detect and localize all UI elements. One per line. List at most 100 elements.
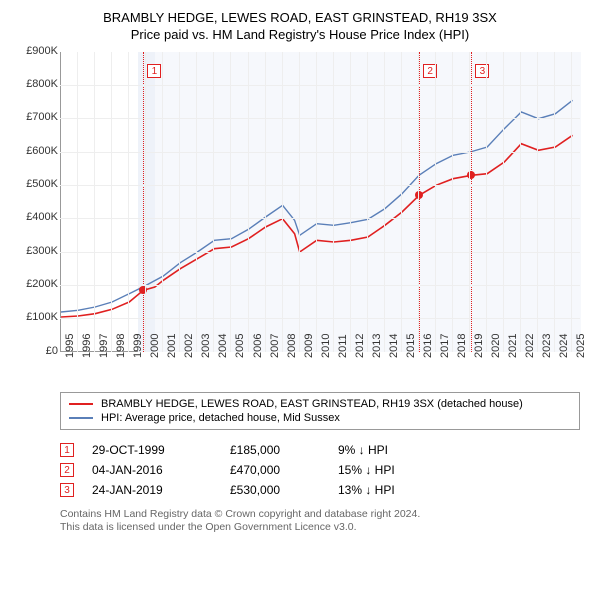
x-axis-label: 2014 [388,333,400,357]
sale-marker-box: 1 [60,443,74,457]
y-axis-label: £400K [26,211,58,223]
marker-vline [143,52,144,352]
x-gridline [316,52,317,352]
x-axis-label: 2010 [320,333,332,357]
x-gridline [162,52,163,352]
y-axis-label: £300K [26,245,58,257]
x-axis-label: 2013 [371,333,383,357]
marker-box: 1 [147,64,161,78]
sale-price: £530,000 [230,483,320,497]
x-gridline [571,52,572,352]
plot-region: 123 [60,52,580,352]
footnote-line-2: This data is licensed under the Open Gov… [60,521,580,535]
chart-title: BRAMBLY HEDGE, LEWES ROAD, EAST GRINSTEA… [12,10,588,44]
sale-row: 129-OCT-1999£185,0009% ↓ HPI [60,440,580,460]
legend-swatch [69,403,93,405]
x-gridline [111,52,112,352]
y-axis-label: £900K [26,45,58,57]
x-axis-label: 2000 [149,333,161,357]
x-gridline [384,52,385,352]
sale-diff: 9% ↓ HPI [338,443,448,457]
y-gridline [60,318,580,319]
x-axis-label: 2002 [183,333,195,357]
x-gridline [333,52,334,352]
x-axis-label: 2012 [354,333,366,357]
sale-dot [415,191,423,199]
x-axis-label: 2022 [524,333,536,357]
sale-diff: 15% ↓ HPI [338,463,448,477]
x-gridline [128,52,129,352]
x-gridline [213,52,214,352]
x-axis-label: 2021 [507,333,519,357]
x-axis-label: 2005 [234,333,246,357]
legend-item: HPI: Average price, detached house, Mid … [69,411,571,425]
x-gridline [196,52,197,352]
x-axis-label: 2008 [286,333,298,357]
y-axis-label: £600K [26,145,58,157]
x-gridline [77,52,78,352]
x-axis-label: 2001 [166,333,178,357]
x-axis-label: 2007 [269,333,281,357]
x-gridline [469,52,470,352]
y-gridline [60,218,580,219]
x-axis-label: 2023 [541,333,553,357]
x-gridline [179,52,180,352]
marker-vline [419,52,420,352]
x-axis-label: 1999 [132,333,144,357]
marker-box: 3 [475,64,489,78]
x-gridline [248,52,249,352]
y-axis-label: £200K [26,278,58,290]
y-axis-label: £800K [26,78,58,90]
y-gridline [60,252,580,253]
sale-date: 29-OCT-1999 [92,443,212,457]
x-gridline [554,52,555,352]
x-axis-label: 2009 [303,333,315,357]
sales-table: 129-OCT-1999£185,0009% ↓ HPI204-JAN-2016… [60,440,580,500]
x-axis-label: 2024 [558,333,570,357]
x-axis-label: 2006 [252,333,264,357]
marker-vline [471,52,472,352]
sale-row: 324-JAN-2019£530,00013% ↓ HPI [60,480,580,500]
x-axis-label: 2017 [439,333,451,357]
chart-area: 123 £0 £100K £200K £300K £400K £500K £600K £700… [12,52,588,382]
title-line-1: BRAMBLY HEDGE, LEWES ROAD, EAST GRINSTEA… [12,10,588,27]
x-gridline [282,52,283,352]
legend-label: BRAMBLY HEDGE, LEWES ROAD, EAST GRINSTEA… [101,398,523,410]
y-gridline [60,152,580,153]
x-gridline [265,52,266,352]
y-gridline [60,185,580,186]
x-gridline [486,52,487,352]
x-gridline [401,52,402,352]
series-line-hpi [61,100,573,312]
x-axis-label: 2018 [456,333,468,357]
x-gridline [452,52,453,352]
x-gridline [230,52,231,352]
sale-price: £470,000 [230,463,320,477]
y-axis-label: £100K [26,311,58,323]
legend: BRAMBLY HEDGE, LEWES ROAD, EAST GRINSTEA… [60,392,580,430]
y-axis-label: £700K [26,111,58,123]
sale-marker-box: 2 [60,463,74,477]
sale-date: 24-JAN-2019 [92,483,212,497]
x-gridline [367,52,368,352]
x-gridline [503,52,504,352]
x-axis-label: 1996 [81,333,93,357]
x-gridline [299,52,300,352]
y-axis-label: £0 [46,345,58,357]
y-gridline [60,285,580,286]
x-axis-label: 2016 [422,333,434,357]
legend-swatch [69,417,93,419]
y-gridline [60,118,580,119]
x-gridline [350,52,351,352]
x-gridline [94,52,95,352]
sale-date: 04-JAN-2016 [92,463,212,477]
x-axis-label: 2019 [473,333,485,357]
legend-item: BRAMBLY HEDGE, LEWES ROAD, EAST GRINSTEA… [69,397,571,411]
x-gridline [435,52,436,352]
footnote: Contains HM Land Registry data © Crown c… [60,508,580,535]
x-axis-label: 2003 [200,333,212,357]
y-gridline [60,85,580,86]
title-line-2: Price paid vs. HM Land Registry's House … [12,27,588,44]
y-axis-label: £500K [26,178,58,190]
x-axis-label: 1995 [64,333,76,357]
